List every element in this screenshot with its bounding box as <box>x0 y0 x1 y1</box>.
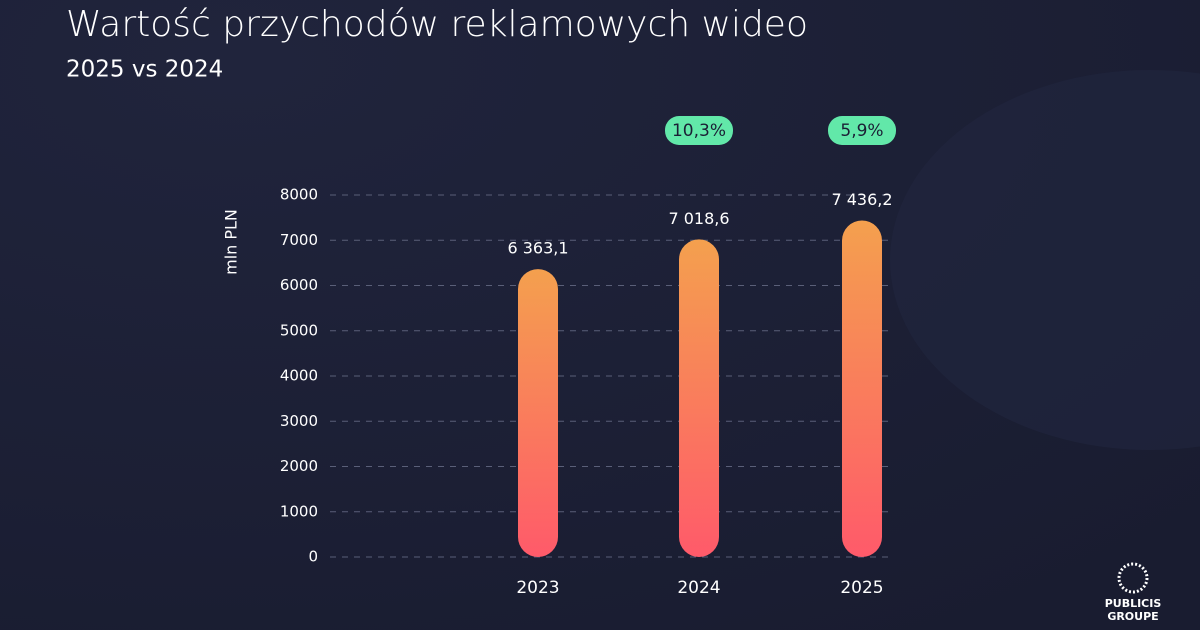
y-tick-label: 1000 <box>280 502 318 520</box>
growth-label: 10,3% <box>672 121 726 141</box>
value-label: 7 436,2 <box>831 190 892 209</box>
x-tick-label: 2023 <box>516 578 559 598</box>
y-tick-label: 8000 <box>280 186 318 204</box>
bar <box>842 220 882 557</box>
value-label: 7 018,6 <box>668 209 729 228</box>
y-tick-label: 4000 <box>280 367 318 385</box>
y-tick-label: 0 <box>308 548 318 566</box>
bar <box>518 269 558 557</box>
bar <box>679 239 719 557</box>
y-axis-label: mln PLN <box>222 209 241 275</box>
y-tick-label: 5000 <box>280 321 318 339</box>
y-tick-label: 3000 <box>280 412 318 430</box>
logo-icon <box>1117 562 1149 594</box>
value-label: 6 363,1 <box>507 239 568 258</box>
y-tick-label: 6000 <box>280 276 318 294</box>
chart-title: Wartość przychodów reklamowych wideo <box>66 4 808 45</box>
x-tick-label: 2024 <box>677 578 720 598</box>
x-tick-label: 2025 <box>840 578 883 598</box>
logo-text: PUBLICIS <box>1105 597 1162 610</box>
chart-subtitle: 2025 vs 2024 <box>66 57 223 83</box>
y-tick-label: 2000 <box>280 457 318 475</box>
y-tick-label: 7000 <box>280 231 318 249</box>
growth-badge <box>828 116 896 145</box>
growth-badge <box>665 116 733 145</box>
logo: PUBLICIS GROUPE <box>1105 562 1162 623</box>
growth-label: 5,9% <box>840 121 883 141</box>
logo-text: GROUPE <box>1107 610 1158 623</box>
background-shape <box>890 70 1200 450</box>
